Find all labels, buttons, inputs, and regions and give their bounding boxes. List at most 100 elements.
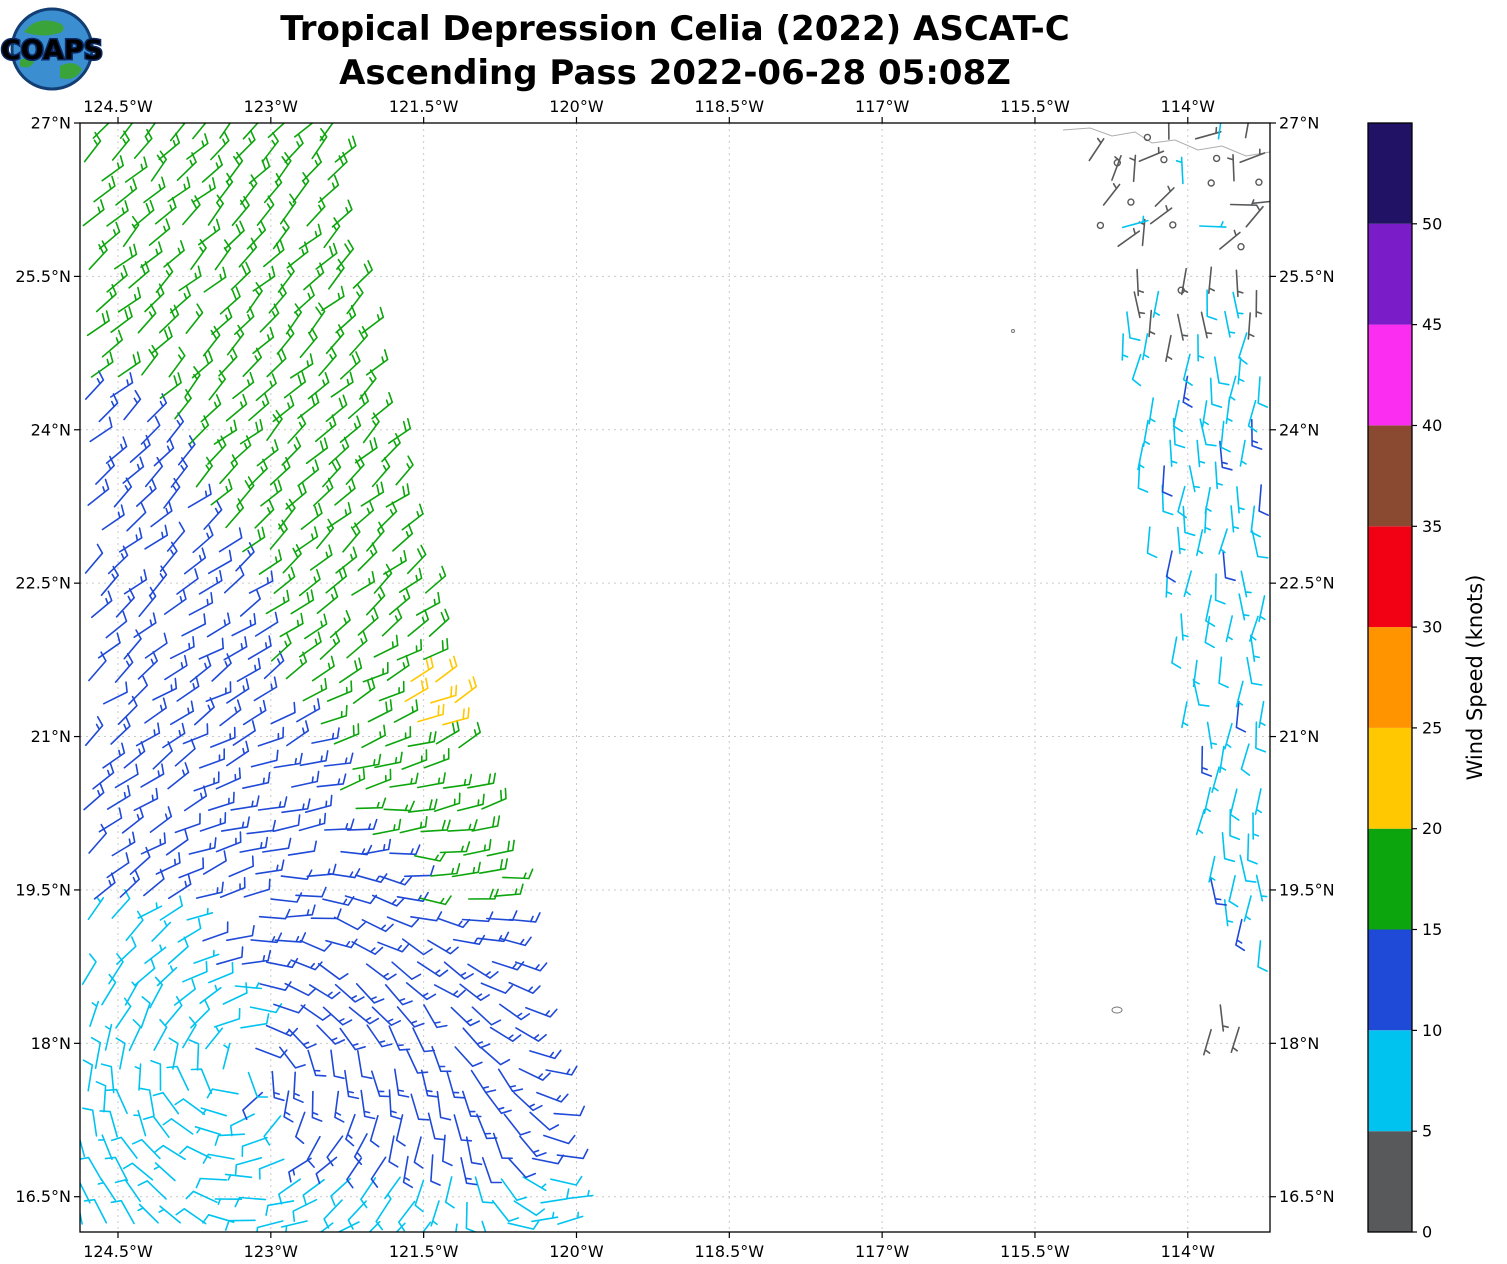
- wind-barb: [306, 196, 326, 227]
- wind-barb: [200, 394, 222, 423]
- wind-barb: [219, 123, 232, 139]
- y-tick-label-left: 19.5°N: [15, 880, 71, 899]
- chart-subtitle: Ascending Pass 2022-06-28 05:08Z: [339, 53, 1011, 93]
- wind-barb: [454, 1046, 483, 1067]
- wind-barb: [219, 699, 242, 727]
- wind-barb: [268, 283, 287, 314]
- wind-barb: [285, 904, 316, 918]
- wind-barb: [126, 502, 147, 532]
- wind-barb: [129, 434, 151, 463]
- wind-barb: [123, 741, 146, 769]
- wind-barb: [355, 797, 387, 810]
- wind-barb: [281, 798, 311, 814]
- wind-barb: [1243, 895, 1252, 922]
- wind-barb: [479, 858, 508, 874]
- wind-barb: [351, 571, 376, 596]
- wind-barb: [117, 286, 142, 313]
- wind-barb: [1252, 812, 1260, 840]
- wind-barb: [190, 238, 207, 270]
- wind-barb: [213, 1007, 241, 1028]
- wind-barb: [423, 748, 450, 769]
- wind-barb: [351, 941, 384, 955]
- y-tick-label-left: 25.5°N: [15, 267, 71, 286]
- wind-barb: [253, 676, 278, 702]
- wind-barb: [467, 963, 499, 979]
- wind-barb: [177, 917, 202, 943]
- y-tick-label-left: 22.5°N: [15, 574, 71, 593]
- wind-barb: [384, 1176, 401, 1200]
- wind-barb: [334, 1090, 345, 1123]
- wind-barb: [1180, 613, 1189, 641]
- chart-title: Tropical Depression Celia (2022) ASCAT-C: [280, 9, 1069, 49]
- wind-barb: [318, 346, 337, 377]
- wind-barb: [1192, 678, 1210, 707]
- wind-barb: [257, 796, 288, 811]
- wind-barb: [420, 1069, 439, 1098]
- wind-barb: [183, 547, 207, 575]
- wind-barb: [327, 151, 348, 181]
- wind-barb: [290, 353, 314, 379]
- wind-barb: [450, 1006, 480, 1027]
- wind-barb: [420, 819, 451, 833]
- wind-barb: [280, 1220, 308, 1232]
- wind-barb: [1255, 874, 1268, 902]
- wind-barb: [1251, 530, 1269, 559]
- wind-barb: [321, 285, 345, 312]
- wind-barb: [540, 1188, 570, 1204]
- wind-barb: [522, 1176, 547, 1192]
- calm-circle: [1143, 133, 1152, 142]
- wind-barb: [1171, 636, 1182, 669]
- wind-barb: [461, 911, 494, 923]
- wind-barb: [148, 218, 171, 246]
- wind-barb: [166, 1065, 190, 1091]
- wind-barb: [326, 1135, 344, 1167]
- wind-barb: [462, 1090, 482, 1118]
- wind-barb: [1183, 570, 1192, 597]
- wind-barb: [272, 218, 290, 250]
- wind-barb: [256, 439, 279, 467]
- wind-barb: [228, 855, 254, 878]
- wind-barb: [346, 818, 378, 831]
- wind-barb: [1235, 700, 1247, 733]
- wind-barb: [179, 1145, 212, 1159]
- wind-barb: [114, 763, 139, 789]
- wind-barb: [100, 1063, 115, 1094]
- wind-barb: [395, 455, 414, 486]
- wind-barb: [133, 1109, 147, 1137]
- wind-barb: [185, 303, 204, 334]
- wind-barb: [210, 130, 230, 161]
- wind-barb: [403, 865, 435, 878]
- wind-barb: [352, 677, 376, 704]
- wind-barb: [158, 1205, 181, 1224]
- wind-barb: [404, 677, 429, 703]
- wind-barb: [1121, 215, 1149, 229]
- colorbar-tick-label: 35: [1422, 517, 1442, 536]
- wind-barb: [80, 1209, 83, 1225]
- wind-barb: [396, 1006, 425, 1028]
- wind-barb: [252, 265, 276, 292]
- wind-barb: [218, 527, 243, 553]
- wind-barb: [1219, 745, 1227, 773]
- wind-barb: [468, 888, 499, 900]
- wind-barb: [248, 570, 274, 594]
- wind-barb: [1236, 486, 1245, 514]
- wind-barb: [497, 1068, 524, 1093]
- wind-barb: [111, 831, 136, 857]
- x-tick-label-bottom: 121.5°W: [389, 1242, 459, 1261]
- wind-barb: [452, 934, 486, 945]
- wind-barb: [385, 726, 412, 747]
- wind-barb: [1244, 123, 1250, 139]
- wind-barb: [316, 773, 347, 788]
- wind-barb: [298, 812, 327, 832]
- wind-barb: [173, 978, 196, 1006]
- wind-barb: [315, 414, 337, 443]
- wind-barb: [467, 772, 496, 789]
- wind-barb: [103, 681, 128, 705]
- wind-barb: [214, 1198, 243, 1205]
- wind-barb: [254, 611, 279, 637]
- wind-barb: [97, 1134, 113, 1161]
- wind-barb: [110, 372, 134, 398]
- wind-barb: [152, 677, 178, 701]
- wind-barb: [122, 1162, 154, 1181]
- wind-barb: [465, 1201, 477, 1232]
